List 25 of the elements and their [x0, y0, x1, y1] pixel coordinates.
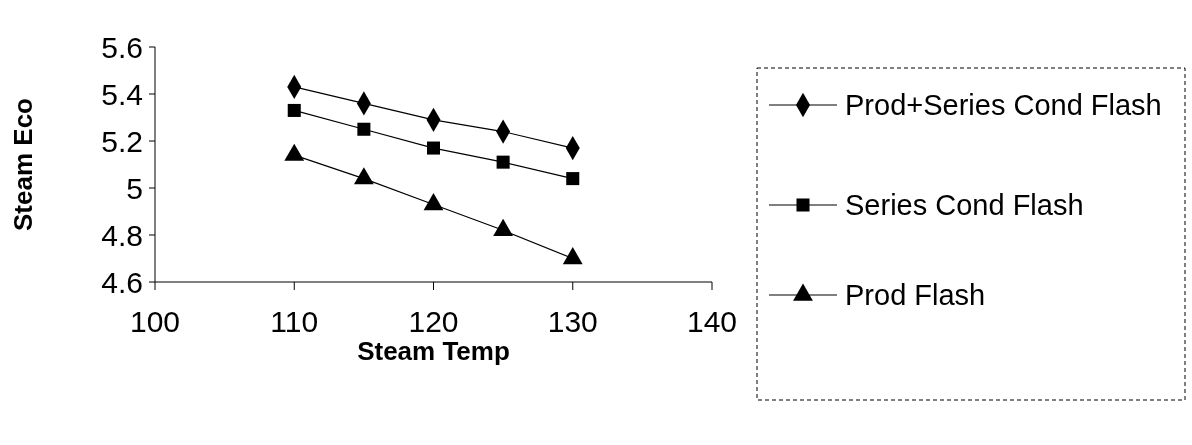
- point: [562, 247, 583, 265]
- y-tick-label: 5.6: [101, 30, 143, 64]
- point: [493, 218, 514, 237]
- y-tick-label: 4.6: [101, 265, 143, 299]
- x-tick-label: 130: [547, 305, 598, 338]
- point: [426, 141, 441, 155]
- point: [353, 167, 374, 185]
- x-tick-label: 140: [686, 305, 738, 338]
- y-axis-title: Steam Eco: [8, 98, 38, 231]
- x-tick-label: 120: [408, 305, 459, 338]
- point: [423, 193, 444, 211]
- legend-label: Prod+Series Cond Flash: [845, 89, 1162, 122]
- point: [566, 172, 580, 186]
- y-tick-label: 4.8: [101, 218, 143, 252]
- y-tick-label: 5.4: [101, 77, 143, 111]
- x-tick-label: 110: [270, 305, 319, 338]
- y-tick-label: 5: [126, 171, 143, 205]
- point: [287, 103, 301, 117]
- legend-label: Series Cond Flash: [845, 189, 1084, 222]
- x-tick-label: 100: [129, 305, 181, 338]
- legend-label: Prod Flash: [845, 279, 986, 312]
- x-axis-title: Steam Temp: [357, 336, 510, 366]
- point: [496, 155, 510, 169]
- point: [357, 122, 371, 136]
- y-tick-label: 5.2: [101, 124, 143, 158]
